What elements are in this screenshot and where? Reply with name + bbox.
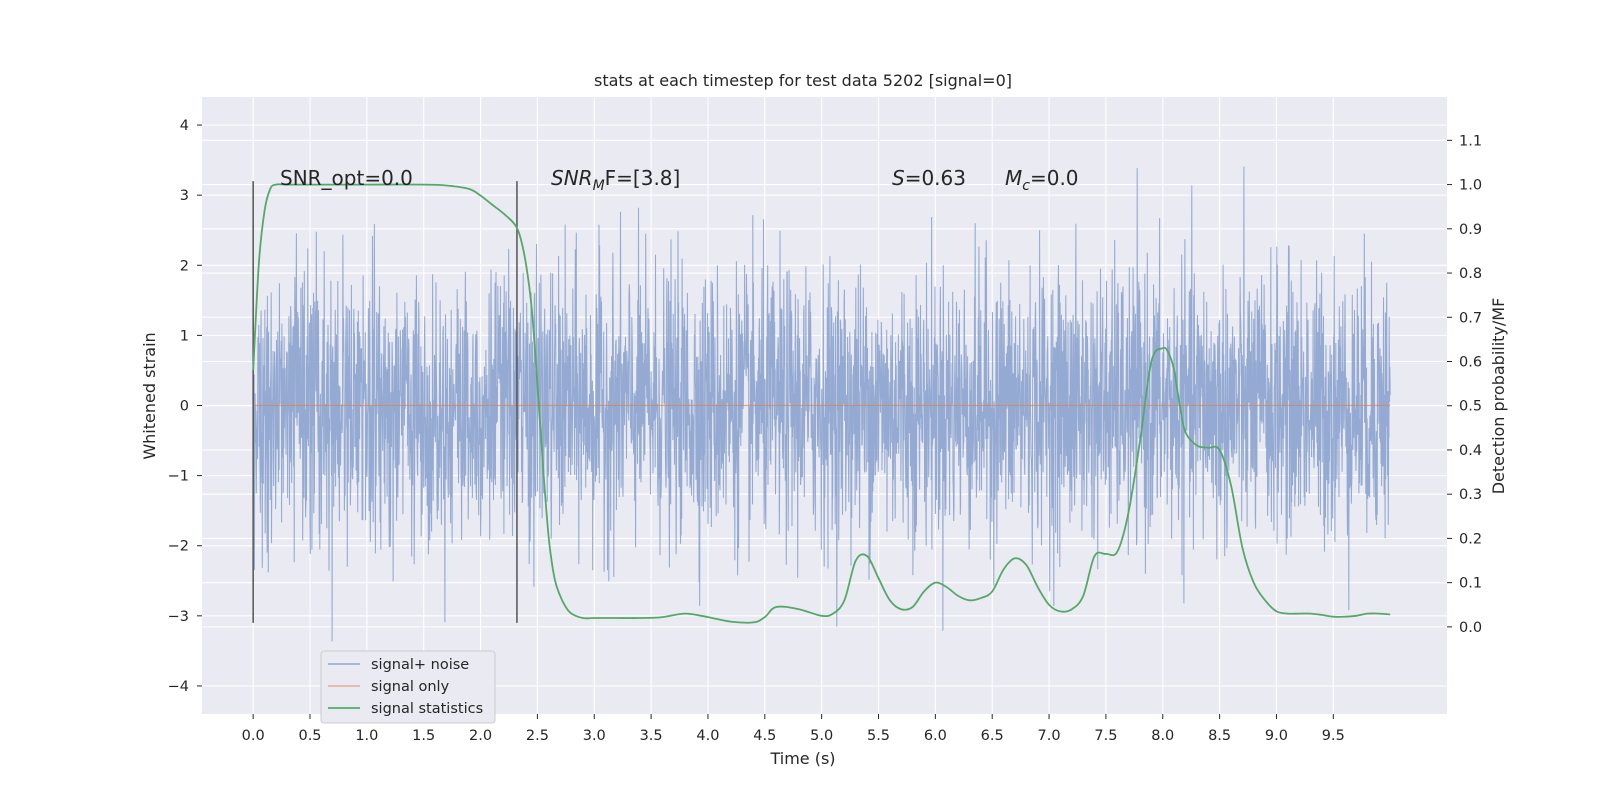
y2-tick-label: 1.0	[1459, 178, 1482, 194]
x-tick-label: 7.0	[1038, 728, 1061, 744]
s-rest: =0.63	[905, 166, 966, 190]
noise-trace-group	[252, 166, 1391, 642]
y2-tick-label: 0.6	[1459, 354, 1482, 370]
y2-tick-label: 0.4	[1459, 443, 1482, 459]
x-tick-label: 9.0	[1265, 728, 1288, 744]
y2-tick-label: 0.0	[1459, 620, 1482, 636]
y-tick-label: 3	[180, 188, 189, 204]
y-tick-label: −3	[168, 609, 189, 625]
x-tick-label: 8.5	[1208, 728, 1231, 744]
signal-statistics-line	[252, 183, 1391, 624]
legend: signal+ noise signal only signal statist…	[320, 650, 496, 724]
x-tick-label: 6.5	[981, 728, 1004, 744]
x-tick-label: 5.0	[810, 728, 833, 744]
y-tick-label: −1	[168, 469, 189, 485]
y2-tick-label: 1.1	[1459, 133, 1482, 149]
mc-base: M	[1005, 166, 1022, 190]
x-tick-label: 2.0	[469, 728, 492, 744]
x-tick-label: 0.0	[242, 728, 265, 744]
y2-tick-label: 0.1	[1459, 576, 1482, 592]
snr-opt-annotation: SNR_opt=0.0	[280, 166, 413, 190]
legend-label-signal-noise: signal+ noise	[371, 657, 469, 673]
y2-tick-label: 0.7	[1459, 310, 1482, 326]
x-tick-label: 7.5	[1094, 728, 1117, 744]
y2-tick-label: 0.9	[1459, 222, 1482, 238]
mc-sub: c	[1022, 178, 1030, 194]
x-tick-label: 4.5	[753, 728, 776, 744]
x-tick-label: 5.5	[867, 728, 890, 744]
x-axis-label: Time (s)	[769, 749, 835, 768]
signal-noise-trace	[252, 166, 1391, 642]
y-tick-label: −4	[168, 679, 189, 695]
legend-box	[320, 650, 496, 724]
snr-mf-annotation: SNRMF=[3.8]	[551, 166, 680, 194]
y2-tick-label: 0.8	[1459, 266, 1482, 282]
mc-annotation: Mc=0.0	[1005, 166, 1079, 194]
legend-label-signal-only: signal only	[371, 679, 450, 695]
s-var: S	[892, 166, 905, 190]
mc-rest: =0.0	[1030, 166, 1079, 190]
y2-tick-label: 0.5	[1459, 399, 1482, 415]
x-tick-label: 1.0	[355, 728, 378, 744]
x-tick-label: 6.0	[924, 728, 947, 744]
snr-mf-sub: M	[593, 178, 605, 194]
snr-mf-base: SNR	[551, 166, 593, 190]
x-tick-label: 2.5	[526, 728, 549, 744]
s-annotation: S=0.63	[892, 166, 966, 190]
x-tick-label: 3.5	[640, 728, 663, 744]
snr-mf-rest: F=[3.8]	[605, 166, 681, 190]
x-tick-label: 0.5	[298, 728, 321, 744]
y-tick-label: 2	[180, 258, 189, 274]
x-tick-label: 4.0	[696, 728, 719, 744]
y2-tick-label: 0.2	[1459, 531, 1482, 547]
y-tick-label: 4	[180, 118, 189, 134]
y-tick-label: 1	[180, 328, 189, 344]
y-axis-label: Whitened strain	[140, 332, 159, 459]
y-tick-label: −2	[168, 539, 189, 555]
chart-title: stats at each timestep for test data 520…	[594, 71, 1012, 90]
x-tick-label: 9.5	[1322, 728, 1345, 744]
y2-tick-label: 0.3	[1459, 487, 1482, 503]
x-tick-label: 1.5	[412, 728, 435, 744]
y2-axis-label: Detection probability/MF	[1489, 298, 1508, 495]
x-tick-label: 8.0	[1151, 728, 1174, 744]
y-tick-label: 0	[180, 399, 189, 415]
x-tick-label: 3.0	[583, 728, 606, 744]
legend-label-signal-stats: signal statistics	[371, 701, 483, 717]
